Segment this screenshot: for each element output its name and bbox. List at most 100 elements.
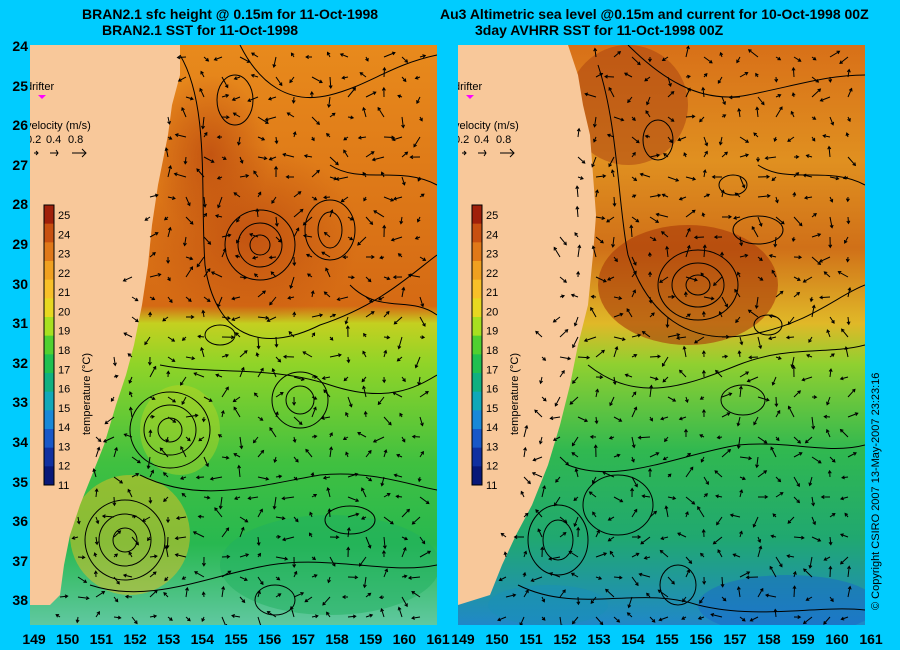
velocity-arrow [217,196,223,209]
velocity-arrow [268,156,277,161]
velocity-arrow [185,586,189,598]
velocity-arrow [595,349,605,358]
velocity-arrow [257,590,261,598]
velocity-arrow [701,528,706,538]
velocity-arrow [95,591,106,598]
velocity-arrow [728,95,741,100]
velocity-arrow [180,476,187,480]
velocity-arrow [811,233,822,238]
velocity-arrow [559,589,566,598]
velocity-arrow [555,476,561,483]
velocity-arrow [275,236,282,243]
velocity-arrow [239,366,245,378]
velocity-arrow [343,376,349,382]
velocity-arrow [811,256,822,266]
velocity-arrow [631,333,642,338]
velocity-arrow [716,516,723,526]
velocity-arrow [697,506,705,518]
velocity-arrow [365,311,375,318]
velocity-arrow [183,236,187,247]
velocity-arrow [664,436,669,443]
velocity-arrow [641,331,651,338]
velocity-arrow [787,405,795,418]
velocity-arrow [167,356,176,362]
velocity-arrow [311,136,315,142]
velocity-arrow [395,494,403,499]
velocity-arrow [383,135,396,140]
velocity-arrow [274,165,279,178]
velocity-arrow [293,208,304,218]
velocity-arrow [124,594,133,599]
velocity-arrow [419,256,427,261]
velocity-arrow [676,335,687,340]
colorbar-tick-label: 16 [486,384,498,396]
velocity-arrow [681,616,687,620]
velocity-arrow [757,194,771,198]
velocity-arrow [203,296,211,302]
velocity-arrow [631,151,636,158]
velocity-arrow [793,452,803,458]
velocity-arrow [347,115,355,120]
velocity-arrow [322,475,331,480]
velocity-arrow [113,374,119,379]
velocity-arrow [213,56,223,61]
lat-tick-label: 27 [12,156,28,173]
velocity-arrow [667,294,676,299]
velocity-arrow [847,452,857,458]
velocity-arrow [329,209,334,218]
velocity-arrow [311,614,319,619]
velocity-arrow [757,436,768,444]
velocity-arrow [667,136,673,144]
velocity-arrow [757,276,764,281]
velocity-arrow [167,136,173,140]
velocity-arrow [196,168,205,178]
velocity-arrow [302,216,313,226]
velocity-arrow [772,513,777,518]
velocity-arrow [607,276,615,281]
velocity-arrow [195,475,205,480]
colorbar-swatch [44,354,54,374]
velocity-arrow [631,256,637,266]
velocity-arrow [649,193,662,198]
velocity-arrow [631,391,637,398]
velocity-arrow [535,509,543,518]
velocity-arrow [607,536,615,542]
velocity-arrow [200,346,205,358]
velocity-arrow [221,76,229,89]
velocity-arrow [239,526,245,538]
velocity-arrow [401,151,409,158]
colorbar-swatch [472,223,482,243]
velocity-arrow [602,471,615,478]
velocity-arrow [682,596,687,603]
velocity-arrow [311,556,317,561]
velocity-arrow [95,516,100,525]
velocity-arrow [522,571,527,578]
velocity-arrow [181,396,187,405]
velocity-arrow [649,510,658,518]
velocity-arrow [659,276,669,283]
velocity-arrow [201,616,205,623]
velocity-arrow [131,536,140,546]
velocity-arrow [793,154,800,159]
velocity-arrow [220,409,225,418]
velocity-arrow [595,216,606,221]
velocity-legend-right: velocity (m/s) 0.2 0.4 0.8 [458,120,519,158]
velocity-arrow [811,456,822,464]
colorbar-swatch [472,205,482,225]
velocity-arrow [769,565,777,578]
velocity-arrow [802,616,813,625]
velocity-arrow [519,616,525,625]
lon-tick-label: 150 [55,631,80,647]
velocity-arrow [200,70,205,78]
velocity-arrow [329,112,336,118]
velocity-arrow [321,376,331,380]
velocity-arrow [163,592,169,598]
velocity-arrow [697,616,705,620]
velocity-arrow [221,570,232,578]
velocity-arrow [93,552,98,558]
velocity-arrow [539,376,543,385]
velocity-arrow [357,135,367,140]
velocity-arrow [285,174,295,179]
velocity-arrow [417,376,422,386]
velocity-arrow [239,516,249,523]
